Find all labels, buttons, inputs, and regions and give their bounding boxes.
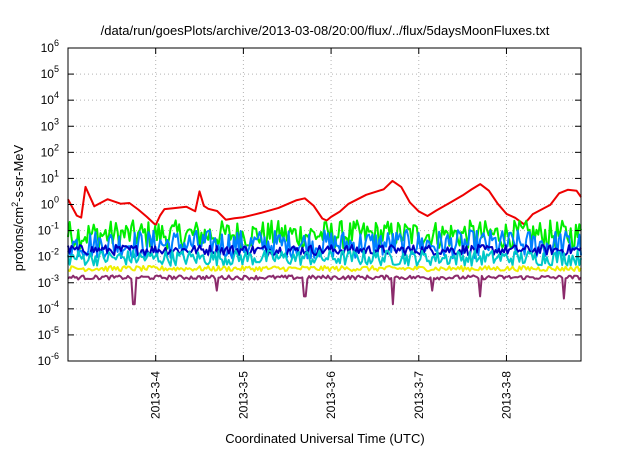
y-tick-label-base: 10 (41, 93, 55, 107)
y-axis-label-unit: -s-sr-MeV (11, 144, 26, 201)
y-tick-label-exponent: 1 (54, 168, 59, 178)
y-tick-label: 101 (41, 168, 59, 185)
y-tick-label-exponent: 2 (54, 142, 59, 152)
series-line-7 (67, 274, 582, 306)
y-tick-label-base: 10 (41, 119, 55, 133)
series-line-1 (67, 179, 582, 227)
y-tick-label-base: 10 (38, 354, 52, 368)
x-tick-label: 2013-3-4 (149, 371, 163, 419)
y-tick-label-base: 10 (38, 250, 52, 264)
y-tick-label-base: 10 (38, 224, 52, 238)
y-axis-label-main: protons/cm (11, 207, 26, 271)
y-tick-label: 10-1 (38, 221, 59, 238)
x-tick-label: 2013-3-8 (499, 371, 513, 419)
y-axis-label-sup: 2 (10, 202, 20, 207)
x-tick-label: 2013-3-5 (236, 371, 250, 419)
y-tick-label: 103 (41, 116, 59, 133)
y-tick-label-exponent: 4 (54, 90, 59, 100)
y-tick-label-base: 10 (38, 328, 52, 342)
ticks: 10-610-510-410-310-210-11001011021031041… (38, 38, 581, 419)
x-tick-label: 2013-3-7 (412, 371, 426, 419)
y-tick-label-exponent: -5 (51, 325, 59, 335)
grid (68, 48, 581, 361)
x-axis-label: Coordinated Universal Time (UTC) (225, 431, 424, 446)
y-tick-label: 104 (41, 90, 59, 107)
y-tick-label-base: 10 (41, 171, 55, 185)
series-line-6 (67, 265, 582, 273)
y-axis-label: protons/cm2-s-sr-MeV (10, 144, 26, 271)
y-tick-label-exponent: -6 (51, 351, 59, 361)
series-line-4 (67, 243, 582, 257)
y-tick-label-base: 10 (41, 41, 55, 55)
y-tick-label: 100 (41, 195, 59, 212)
y-tick-label-exponent: 6 (54, 38, 59, 48)
series-line-3 (67, 228, 582, 260)
y-tick-label: 10-3 (38, 273, 59, 290)
y-tick-label-exponent: -2 (51, 247, 59, 257)
series-layer (67, 179, 582, 306)
y-tick-label: 106 (41, 38, 59, 55)
series-line-5 (67, 249, 582, 267)
y-tick-label: 102 (41, 142, 59, 159)
y-tick-label: 10-2 (38, 247, 59, 264)
y-tick-label-exponent: -4 (51, 299, 59, 309)
y-tick-label: 105 (41, 64, 59, 81)
y-tick-label: 10-6 (38, 351, 59, 368)
y-tick-label-base: 10 (41, 67, 55, 81)
x-tick-label: 2013-3-6 (324, 371, 338, 419)
plot-frame (67, 47, 582, 362)
y-tick-label-base: 10 (38, 302, 52, 316)
y-tick-label-base: 10 (41, 198, 55, 212)
y-tick-label: 10-4 (38, 299, 59, 316)
y-tick-label-exponent: 5 (54, 64, 59, 74)
y-tick-label: 10-5 (38, 325, 59, 342)
y-tick-label-exponent: -3 (51, 273, 59, 283)
y-tick-label-exponent: 0 (54, 195, 59, 205)
chart-title: /data/run/goesPlots/archive/2013-03-08/2… (101, 23, 550, 38)
y-tick-label-exponent: 3 (54, 116, 59, 126)
y-tick-label-exponent: -1 (51, 221, 59, 231)
y-tick-label-base: 10 (41, 145, 55, 159)
y-tick-label-base: 10 (38, 276, 52, 290)
